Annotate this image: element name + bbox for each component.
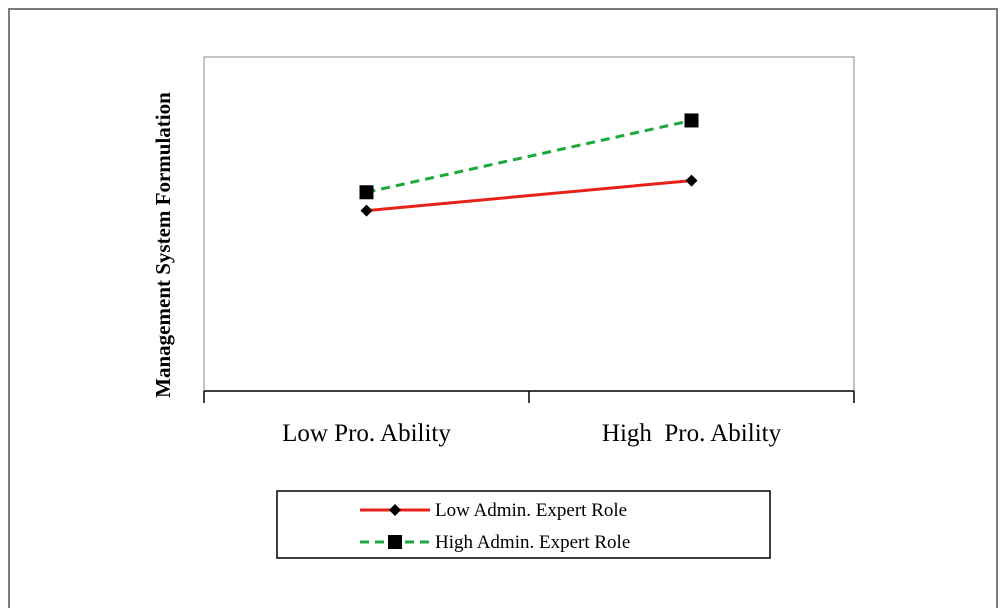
plot-area	[203, 56, 855, 392]
legend-item: High Admin. Expert Role	[360, 532, 630, 553]
y-axis-label: Management System Formulation	[151, 92, 175, 398]
series-layer	[359, 113, 699, 217]
legend-items: Low Admin. Expert Role High Admin. Expert…	[360, 500, 630, 553]
series-low-admin	[360, 174, 698, 217]
legend-square-icon	[388, 535, 402, 549]
data-point	[684, 113, 699, 128]
x-axis-ticks	[203, 391, 855, 403]
x-tick-label: Low Pro. Ability	[282, 420, 451, 447]
legend-diamond-icon	[389, 504, 401, 516]
legend-label: Low Admin. Expert Role	[435, 500, 627, 521]
series-high-admin	[359, 113, 699, 200]
data-point	[359, 185, 374, 200]
data-point	[360, 204, 373, 217]
legend-label: High Admin. Expert Role	[435, 532, 630, 553]
legend-box	[276, 490, 771, 559]
series-line	[366, 179, 692, 213]
x-tick-label: High Pro. Ability	[602, 420, 782, 447]
legend: Low Admin. Expert Role High Admin. Expert…	[276, 490, 771, 559]
data-point	[685, 174, 698, 187]
legend-item: Low Admin. Expert Role	[360, 500, 627, 521]
x-axis-tick-labels: Low Pro. Ability High Pro. Ability	[282, 420, 781, 447]
series-line	[366, 118, 692, 194]
